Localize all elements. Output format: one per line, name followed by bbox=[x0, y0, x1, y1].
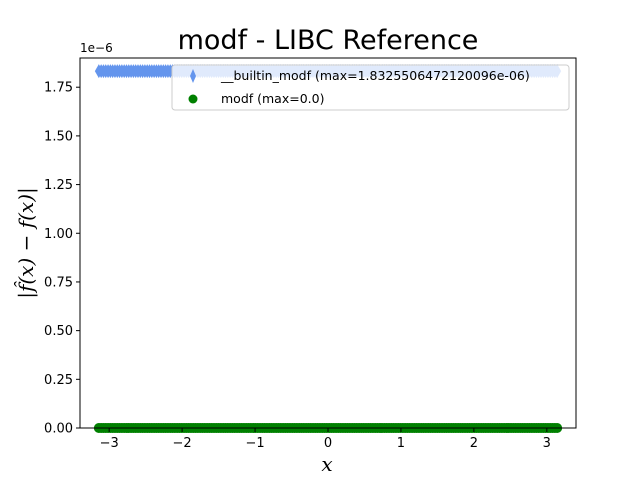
x-axis-label: x bbox=[321, 452, 332, 476]
x-tick-label: 1 bbox=[397, 436, 405, 451]
x-tick-label: 0 bbox=[324, 436, 332, 451]
x-axis: −3 −2 −1 0 1 2 3 bbox=[100, 428, 551, 451]
y-tick-label: 0.25 bbox=[44, 373, 73, 388]
legend-box bbox=[171, 64, 570, 111]
y-offset-label: 1e−6 bbox=[80, 41, 113, 55]
x-tick-label: −2 bbox=[173, 436, 192, 451]
y-tick-label: 1.75 bbox=[44, 81, 73, 96]
y-tick-label: 1.50 bbox=[44, 129, 73, 144]
y-axis-label: |f̂(x) − f(x)| bbox=[14, 187, 39, 299]
x-tick-label: 3 bbox=[543, 436, 551, 451]
y-tick-label: 0.50 bbox=[44, 324, 73, 339]
series-layer bbox=[93, 64, 563, 433]
y-tick-label: 0.00 bbox=[44, 422, 73, 437]
legend-label-modf: modf (max=0.0) bbox=[221, 91, 324, 106]
legend-marker-builtin-modf bbox=[190, 69, 196, 83]
plot-area bbox=[93, 64, 563, 433]
legend-label-builtin-modf: __builtin_modf (max=1.8325506472120096e-… bbox=[220, 68, 530, 83]
y-tick-label: 1.00 bbox=[44, 227, 73, 242]
x-tick-label: −1 bbox=[245, 436, 264, 451]
legend: __builtin_modf (max=1.8325506472120096e-… bbox=[171, 64, 570, 111]
legend-marker-modf bbox=[188, 94, 198, 104]
y-tick-label: 1.25 bbox=[44, 178, 73, 193]
y-axis: 0.00 0.25 0.50 0.75 1.00 1.25 1.50 1.75 bbox=[44, 81, 80, 437]
chart-title: modf - LIBC Reference bbox=[178, 25, 479, 56]
x-tick-label: 2 bbox=[470, 436, 478, 451]
x-tick-label: −3 bbox=[100, 436, 119, 451]
axes-frame bbox=[79, 57, 577, 429]
y-tick-label: 0.75 bbox=[44, 275, 73, 290]
